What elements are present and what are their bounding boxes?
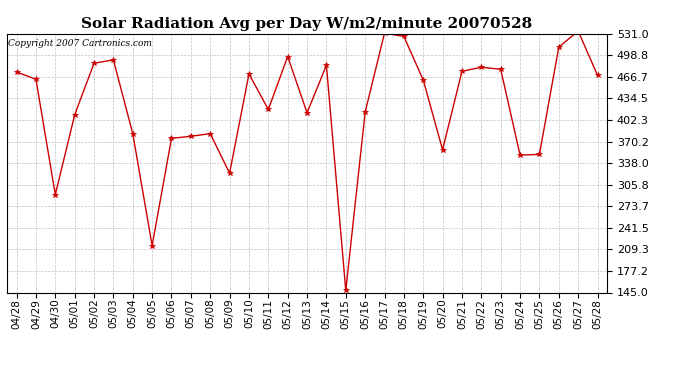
Title: Solar Radiation Avg per Day W/m2/minute 20070528: Solar Radiation Avg per Day W/m2/minute … xyxy=(81,17,533,31)
Text: Copyright 2007 Cartronics.com: Copyright 2007 Cartronics.com xyxy=(8,39,152,48)
